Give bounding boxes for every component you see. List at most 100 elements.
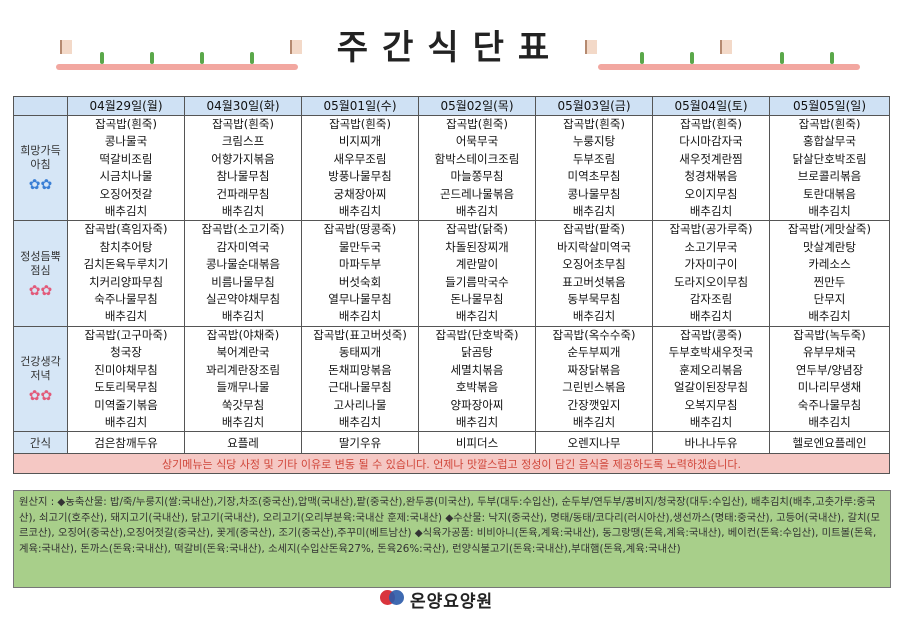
menu-item: 맛살계란탕 [803,239,856,254]
menu-cell: 잡곡밥(흰죽) 다시마감자국 새우젓계란찜 청경채볶음 오이지무침 배추김치 [652,114,770,222]
flower-icon: ✿✿ [28,388,53,405]
menu-item: 근대나물무침 [328,380,392,395]
decor-flag-icon [290,40,302,54]
menu-item: 배추김치 [808,414,851,429]
menu-cell: 잡곡밥(흰죽) 어묵무국 함박스테이크조림 마늘쫑무침 곤드레나물볶음 배추김치 [418,114,536,222]
menu-item: 콩나물순대볶음 [205,257,281,272]
menu-item: 돈나물무침 [450,292,504,307]
menu-item: 유부무채국 [803,345,856,360]
menu-item: 크림스프 [221,134,265,149]
menu-item: 배추김치 [455,309,499,324]
snack-cell: 딸기우유 [301,431,419,455]
weekly-menu-table: 04월29일(월) 04월30일(화) 05월01일(수) 05월02일(목) … [13,96,890,475]
menu-item: 돈채피망볶음 [328,362,392,377]
menu-item: 건파래무침 [216,186,270,201]
menu-item: 배추김치 [689,309,733,324]
menu-item: 잡곡밥(땅콩죽) [323,222,397,237]
menu-item: 배추김치 [808,309,851,324]
flower-icon: ✿✿ [28,177,53,194]
menu-item: 청경채볶음 [684,169,738,184]
menu-item: 동부묵무침 [567,292,621,307]
menu-item: 배추김치 [572,414,616,429]
menu-item: 순두부찌개 [567,345,621,360]
menu-cell: 잡곡밥(흰죽) 홍합살무국 닭살단호박조림 브로콜리볶음 토란대볶음 배추김치 [769,114,890,222]
menu-item: 잡곡밥(흰죽) [446,117,508,131]
menu-cell: 잡곡밥(옥수수죽) 순두부찌개 짜장닭볶음 그린빈스볶음 간장깻잎지 배추김치 [535,325,653,433]
menu-item: 배추김치 [808,204,851,219]
menu-item: 김치돈육두루치기 [83,257,169,272]
menu-item: 배추김치 [221,204,265,219]
menu-item: 소고기무국 [684,239,738,254]
sprout-icon [100,52,104,64]
facility-name: 온양요양원 [410,591,494,612]
menu-item: 닭살단호박조림 [792,151,867,166]
menu-item: 배추김치 [455,414,499,429]
menu-item: 잡곡밥(게맛살죽) [787,222,872,237]
menu-item: 배추김치 [338,414,382,429]
menu-item: 배추김치 [221,309,265,324]
meal-label: 정성듬뿍 점심 ✿✿ [13,220,68,327]
header-corner [13,96,68,116]
menu-cell: 잡곡밥(흰죽) 크림스프 어향가지볶음 참나물무침 건파래무침 배추김치 [184,114,302,222]
day-header-row: 04월29일(월) 04월30일(화) 05월01일(수) 05월02일(목) … [13,96,890,116]
menu-item: 시금치나물 [99,169,153,184]
menu-item: 브로콜리볶음 [797,169,862,184]
day-header: 05월03일(금) [535,96,653,116]
menu-cell: 잡곡밥(흑임자죽) 참치추어탕 김치돈육두루치기 치커리양파무침 숙주나물무침 배추김치 [67,220,185,327]
menu-item: 참치추어탕 [99,239,153,254]
menu-item: 배추김치 [338,309,382,324]
menu-item: 미나리무생채 [797,380,862,395]
menu-item: 잡곡밥(야채죽) [206,327,280,342]
menu-item: 비름나물무침 [211,274,275,289]
menu-item: 잡곡밥(소고기죽) [201,222,285,237]
snack-row: 간식 검은참깨두유 요플레 딸기우유 비피더스 오렌지나무 바나나두유 헬로엔요… [13,431,890,455]
menu-item: 배추김치 [689,414,733,429]
meal-label-text: 희망가득 아침 [20,144,61,172]
menu-item: 콩나물국 [104,134,148,149]
menu-item: 배추김치 [338,204,382,219]
sprout-icon [690,52,694,64]
menu-item: 배추김치 [104,204,148,219]
day-header: 05월02일(목) [418,96,536,116]
menu-item: 그린빈스볶음 [562,380,626,395]
origin-info: 원산지 : ◆농축산물: 밥/죽/누룽지(쌀:국내산),기장,차조(중국산),압… [13,490,891,588]
menu-cell: 잡곡밥(고구마죽) 청국장 진미야채무침 도토리묵무침 미역줄기볶음 배추김치 [67,325,185,433]
page-title: 주간식단표 [336,28,564,68]
menu-item: 미역초무침 [567,169,621,184]
sprout-icon [200,52,204,64]
menu-item: 새우젓계란찜 [679,151,743,166]
menu-item: 표고버섯볶음 [562,274,626,289]
day-header: 04월30일(화) [184,96,302,116]
menu-item: 잡곡밥(흰죽) [329,117,391,131]
decor-flag-icon [720,40,732,54]
menu-item: 오복지무침 [684,397,738,412]
menu-item: 잡곡밥(콩죽) [680,327,742,342]
menu-item: 어향가지볶음 [211,151,275,166]
menu-item: 잡곡밥(닭죽) [446,222,508,237]
menu-item: 마파두부 [338,257,382,272]
menu-item: 방풍나물무침 [328,169,392,184]
menu-cell: 잡곡밥(흰죽) 비지찌개 새우무조림 방풍나물무침 궁채장아찌 배추김치 [301,114,419,222]
menu-item: 배추김치 [221,414,265,429]
menu-item: 잡곡밥(흰죽) [798,117,861,131]
day-header: 05월05일(일) [769,96,890,116]
menu-item: 두부호박새우젓국 [668,345,754,360]
menu-cell: 잡곡밥(콩죽) 두부호박새우젓국 훈제오리볶음 얼갈이된장무침 오복지무침 배추김치 [652,325,770,433]
menu-item: 곤드레나물볶음 [439,186,515,201]
menu-item: 감자조림 [689,292,733,307]
menu-cell: 잡곡밥(녹두죽) 유부무채국 연두부/양념장 미나리무생채 숙주나물무침 배추김치 [769,325,890,433]
menu-item: 동태찌개 [338,345,382,360]
menu-item: 함박스테이크조림 [434,151,520,166]
menu-item: 잡곡밥(팥죽) [563,222,625,237]
meal-label: 희망가득 아침 ✿✿ [13,114,68,222]
sprout-icon [250,52,254,64]
menu-item: 북어계란국 [216,345,270,360]
menu-item: 잡곡밥(단호박죽) [435,327,519,342]
menu-item: 들깨무나물 [216,380,270,395]
menu-item: 계란말이 [455,257,499,272]
footer: 온양요양원 [380,586,493,612]
menu-item: 오이지무침 [684,186,738,201]
menu-cell: 잡곡밥(야채죽) 북어계란국 꽈리계란장조림 들깨무나물 쑥갓무침 배추김치 [184,325,302,433]
menu-item: 세멸치볶음 [450,362,504,377]
menu-item: 콩나물무침 [567,186,621,201]
